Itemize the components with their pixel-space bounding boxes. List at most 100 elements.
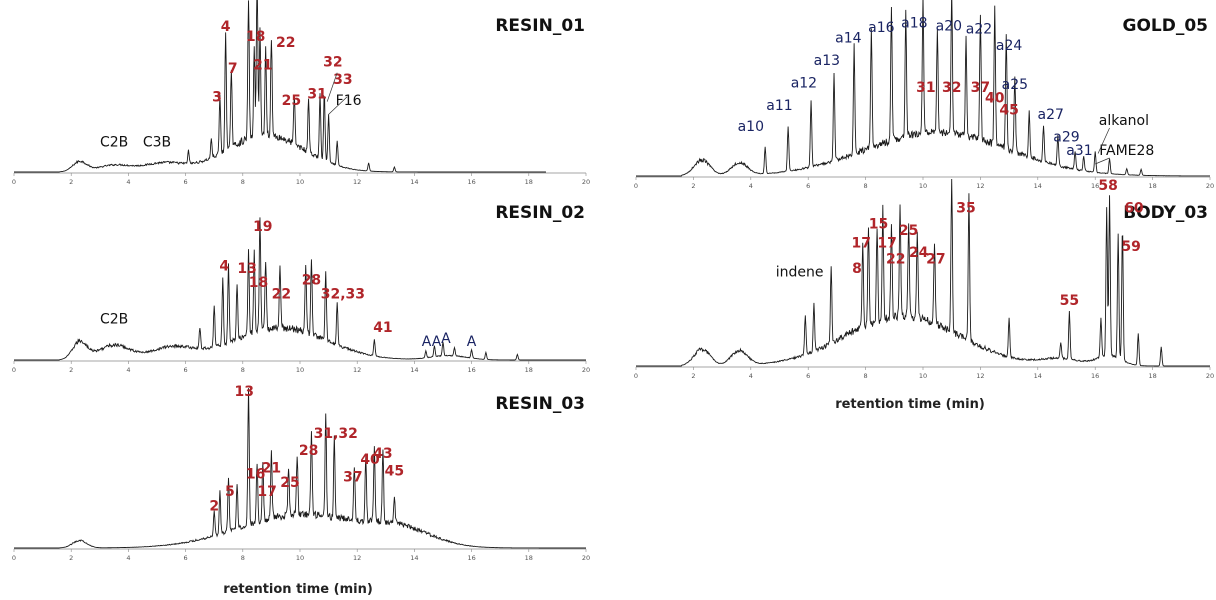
x-tick-label: 2 (691, 372, 695, 380)
x-tick-label: 10 (919, 182, 927, 190)
x-axis-title-left: retention time (min) (223, 582, 373, 597)
peak-label: 28 (302, 272, 321, 288)
peak-label: a10 (738, 119, 764, 135)
chromatogram-panel-3: 0 2 4 6 8 10 12 14 16 18 20RESIN_03132516211725283… (12, 384, 590, 562)
x-tick-label: 0 (634, 182, 638, 190)
x-tick-label: 16 (1091, 372, 1099, 380)
chromatogram-trace (14, 217, 586, 361)
peak-label: 37 (343, 469, 362, 485)
x-tick-label: 6 (184, 178, 188, 186)
x-tick-label: 16 (467, 554, 475, 562)
x-tick-label: 18 (1148, 372, 1156, 380)
chromatogram-trace (14, 388, 586, 549)
x-tick-label: 16 (467, 178, 475, 186)
peak-label: 35 (956, 200, 975, 216)
peak-label: 31 (307, 86, 326, 102)
panel-title: BODY_03 (1123, 203, 1208, 223)
peak-label: FAME28 (1099, 143, 1154, 159)
peak-label: 21 (253, 58, 272, 74)
x-tick-label: 14 (1034, 182, 1042, 190)
x-tick-label: 14 (410, 178, 418, 186)
peak-label: C3B (143, 134, 171, 150)
x-tick-label: 18 (525, 554, 533, 562)
x-tick-label: 12 (353, 178, 361, 186)
x-tick-label: 18 (525, 366, 533, 374)
peak-label: 25 (899, 223, 918, 239)
peak-label: 5 (225, 484, 235, 500)
x-tick-label: 14 (1034, 372, 1042, 380)
x-tick-label: 6 (184, 366, 188, 374)
peak-label: 13 (233, 0, 252, 3)
x-tick-label: 2 (69, 366, 73, 374)
peak-label: 32 (323, 54, 342, 70)
x-tick-label: 12 (976, 372, 984, 380)
annotation-leader-line (328, 96, 348, 115)
x-tick-label: 8 (241, 366, 245, 374)
x-tick-label: 14 (410, 554, 418, 562)
x-tick-label: 4 (126, 554, 130, 562)
peak-label: 18 (246, 29, 265, 45)
peak-label: 40 (360, 452, 380, 468)
peak-label: indene (776, 264, 824, 280)
x-tick-label: 8 (864, 372, 868, 380)
x-tick-label: 6 (806, 372, 810, 380)
x-tick-label: 6 (806, 182, 810, 190)
peak-label: a18 (901, 16, 927, 32)
peak-label: a16 (868, 20, 894, 36)
peak-label: 4 (219, 258, 229, 274)
peak-label: 43 (373, 446, 392, 462)
chromatogram-trace (636, 0, 1210, 177)
peak-label: AA (422, 334, 442, 350)
peak-label: 13 (237, 261, 256, 277)
peak-label: 45 (385, 464, 404, 480)
annotation-leader-line (326, 72, 338, 102)
x-tick-label: 10 (296, 178, 304, 186)
peak-label: 32,33 (321, 286, 365, 302)
peak-label: 25 (280, 475, 299, 491)
x-tick-label: 10 (296, 554, 304, 562)
peak-label: 18 (249, 275, 268, 291)
x-tick-label: 20 (582, 366, 590, 374)
annotation-leader-line (1095, 157, 1110, 165)
x-tick-label: 12 (976, 182, 984, 190)
peak-label: 3 (212, 90, 222, 106)
peak-label: 33 (333, 72, 352, 88)
peak-label: 37 (971, 80, 990, 96)
x-tick-label: 2 (69, 554, 73, 562)
x-tick-label: 4 (126, 366, 130, 374)
x-tick-label: 18 (525, 178, 533, 186)
x-tick-label: 2 (69, 178, 73, 186)
peak-label: 27 (926, 252, 945, 268)
peak-label: a29 (1053, 130, 1079, 146)
x-tick-label: 10 (919, 372, 927, 380)
x-tick-label: 10 (296, 366, 304, 374)
chromatogram-panel-1: 02468101214161820RESIN_01131941822721325… (12, 0, 590, 186)
x-tick-label: 16 (1091, 182, 1099, 190)
x-tick-label: 20 (1206, 182, 1214, 190)
panel-title: RESIN_03 (495, 394, 585, 414)
x-tick-label: 2 (691, 182, 695, 190)
peak-label: a14 (835, 31, 861, 47)
chromatogram-trace (14, 0, 546, 173)
peak-label: 21 (262, 461, 281, 477)
peak-label: A (441, 331, 451, 347)
peak-label: 19 (253, 219, 272, 235)
peak-label: C2B (100, 312, 128, 328)
peak-label: C2B (100, 134, 128, 150)
peak-label: 41 (373, 320, 392, 336)
annotation-leader-line (1097, 127, 1110, 154)
x-tick-label: 20 (582, 554, 590, 562)
peak-label: 22 (276, 35, 295, 51)
x-tick-label: 20 (1206, 372, 1214, 380)
peak-label: A (467, 334, 477, 350)
x-tick-label: 4 (749, 182, 753, 190)
peak-label: a12 (791, 76, 817, 92)
peak-label: a27 (1038, 107, 1064, 123)
chromatogram-trace (636, 179, 1210, 367)
x-tick-label: 20 (582, 178, 590, 186)
peak-label: 2 (209, 498, 219, 514)
x-axis-title-right: retention time (min) (835, 397, 985, 412)
